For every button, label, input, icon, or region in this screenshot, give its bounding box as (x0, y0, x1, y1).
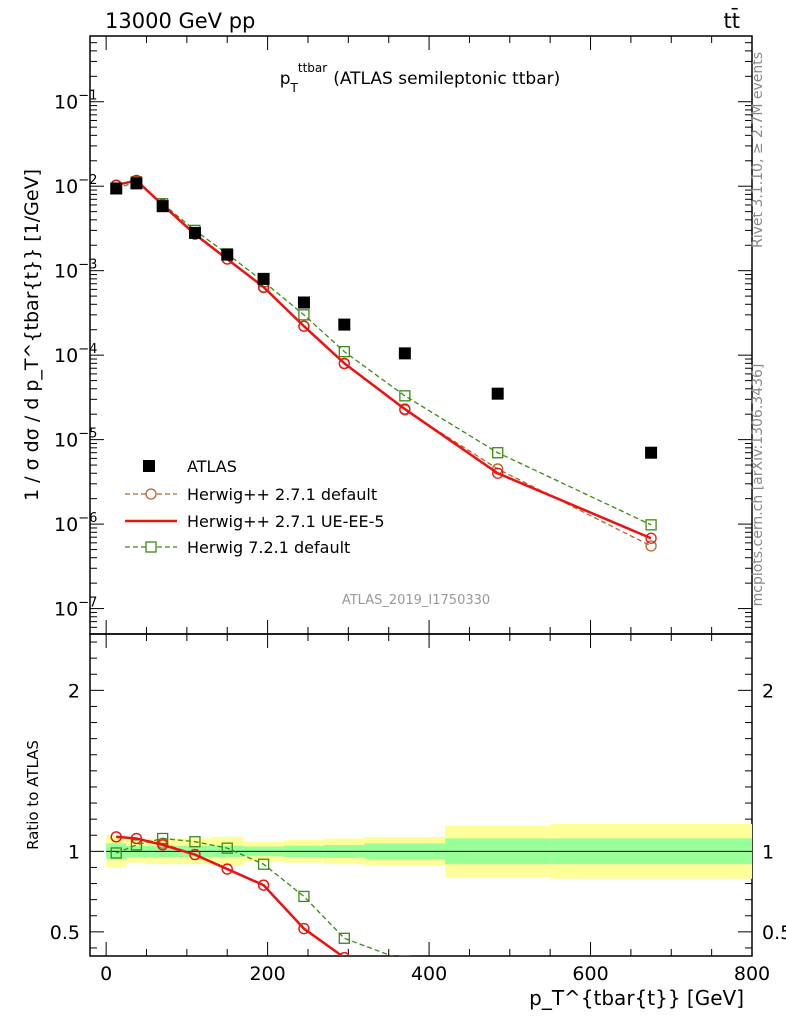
main-point-atlas (297, 296, 310, 309)
main-y-tick-label: 10−5 (54, 427, 97, 452)
ratio-y-tick-label-right: 1 (762, 841, 774, 863)
main-panel: 10−7 10−6 10−5 10−4 10−3 10−2 10−1 pTttbar(ATL… (21, 35, 753, 635)
ratio-y-tick-label-right: 0.5 (762, 922, 786, 944)
main-marker-circle (492, 467, 504, 479)
main-point-atlas (338, 318, 351, 331)
main-marker-square (338, 346, 350, 358)
ratio-y-tick-label: 1 (68, 841, 80, 863)
main-marker-square (399, 390, 411, 402)
main-marker-circle (645, 540, 657, 552)
ratio-marker-square (298, 890, 310, 903)
main-point-atlas (110, 182, 123, 195)
watermark: ATLAS_2019_I1750330 (342, 593, 490, 608)
legend-marker-square (145, 541, 157, 553)
main-y-tick-label: 10−1 (54, 89, 97, 114)
ratio-plot-frame (89, 633, 753, 957)
legend-marker-circle (145, 488, 157, 500)
main-marker-square (298, 309, 310, 321)
main-y-tick-label: 10−7 (54, 596, 97, 621)
main-point-atlas (645, 446, 658, 459)
ratio-marker-circle (157, 839, 169, 851)
ratio-marker-square (189, 836, 201, 848)
ratio-marker-circle (130, 832, 143, 845)
main-y-tick-label: 10−6 (54, 511, 97, 536)
ratio-y-tick-label: 0.5 (50, 922, 80, 944)
main-point-atlas (156, 200, 169, 213)
legend-label: Herwig++ 2.7.1 UE-EE-5 (187, 512, 385, 531)
header-left: 13000 GeV pp (105, 9, 255, 33)
ratio-marker-square (338, 932, 350, 944)
main-line-solid (115, 179, 652, 540)
ratio-marker-circle (110, 831, 122, 843)
ratio-x-axis-label: p_T^{tbar{t}} [GeV] (529, 986, 744, 1010)
ratio-panel: 0 200 400 600 800 0.5 0.5 1 1 2 2 Ratio to ATLAS p… (24, 633, 786, 1010)
legend-label: Herwig 7.2.1 default (187, 538, 350, 557)
ratio-y-axis-label: Ratio to ATLAS (24, 740, 42, 850)
main-marker-circle (645, 532, 657, 544)
main-marker-square (645, 519, 657, 531)
ratio-marker-circle (221, 863, 233, 875)
legend-marker-atlas (143, 460, 155, 472)
ratio-marker-square (221, 842, 233, 854)
main-point-atlas (130, 177, 143, 190)
ratio-x-tick-label: 400 (411, 963, 447, 985)
ratio-marker-square (110, 847, 122, 859)
ratio-marker-circle (298, 922, 310, 935)
ratio-x-tick-label: 0 (100, 963, 112, 985)
rivet-version-label: Rivet 3.1.10, ≥ 2.7M events (750, 52, 766, 248)
main-marker-circle (298, 320, 310, 332)
main-marker-circle (338, 357, 350, 369)
main-point-atlas (221, 248, 234, 261)
ratio-marker-circle (257, 879, 270, 891)
ratio-marker-circle (338, 951, 350, 956)
ratio-x-tick-label: 200 (249, 963, 285, 985)
legend-label: ATLAS (187, 457, 237, 476)
main-title: pTttbar(ATLAS semileptonic ttbar) (280, 61, 561, 95)
ratio-marker-square (157, 832, 169, 845)
ratio-marker-square (130, 839, 143, 851)
main-marker-square (492, 447, 504, 459)
ratio-marker-circle (189, 848, 201, 861)
ratio-y-tick-label: 2 (68, 680, 80, 702)
main-point-atlas (398, 347, 411, 360)
ratio-marker-square (257, 858, 270, 870)
main-point-atlas (491, 387, 504, 400)
main-marker-circle (399, 403, 411, 415)
legend-label: Herwig++ 2.7.1 default (187, 485, 377, 504)
main-point-atlas (188, 226, 201, 239)
ratio-x-tick-label: 800 (734, 963, 770, 985)
legend: ATLAS Herwig++ 2.7.1 default Herwig++ 2.7.… (125, 457, 385, 557)
main-y-tick-label: 10−2 (54, 173, 97, 198)
header-right: tt̄ (724, 8, 740, 33)
ratio-series-group (110, 831, 411, 956)
ratio-line-square-dashed (115, 837, 394, 956)
ratio-marker-square (399, 955, 411, 956)
main-y-tick-label: 10−4 (54, 342, 97, 367)
ratio-x-tick-label: 600 (572, 963, 608, 985)
ratio-y-tick-label-right: 2 (762, 680, 774, 702)
main-y-axis-label: 1 / σ dσ / d p_T^{tbar{t}} [1/GeV] (21, 169, 43, 501)
main-point-atlas (257, 272, 270, 285)
main-y-tick-label: 10−3 (54, 258, 97, 283)
mcplots-label: mcplots.cern.ch [arXiv:1306.3436] (750, 364, 766, 607)
